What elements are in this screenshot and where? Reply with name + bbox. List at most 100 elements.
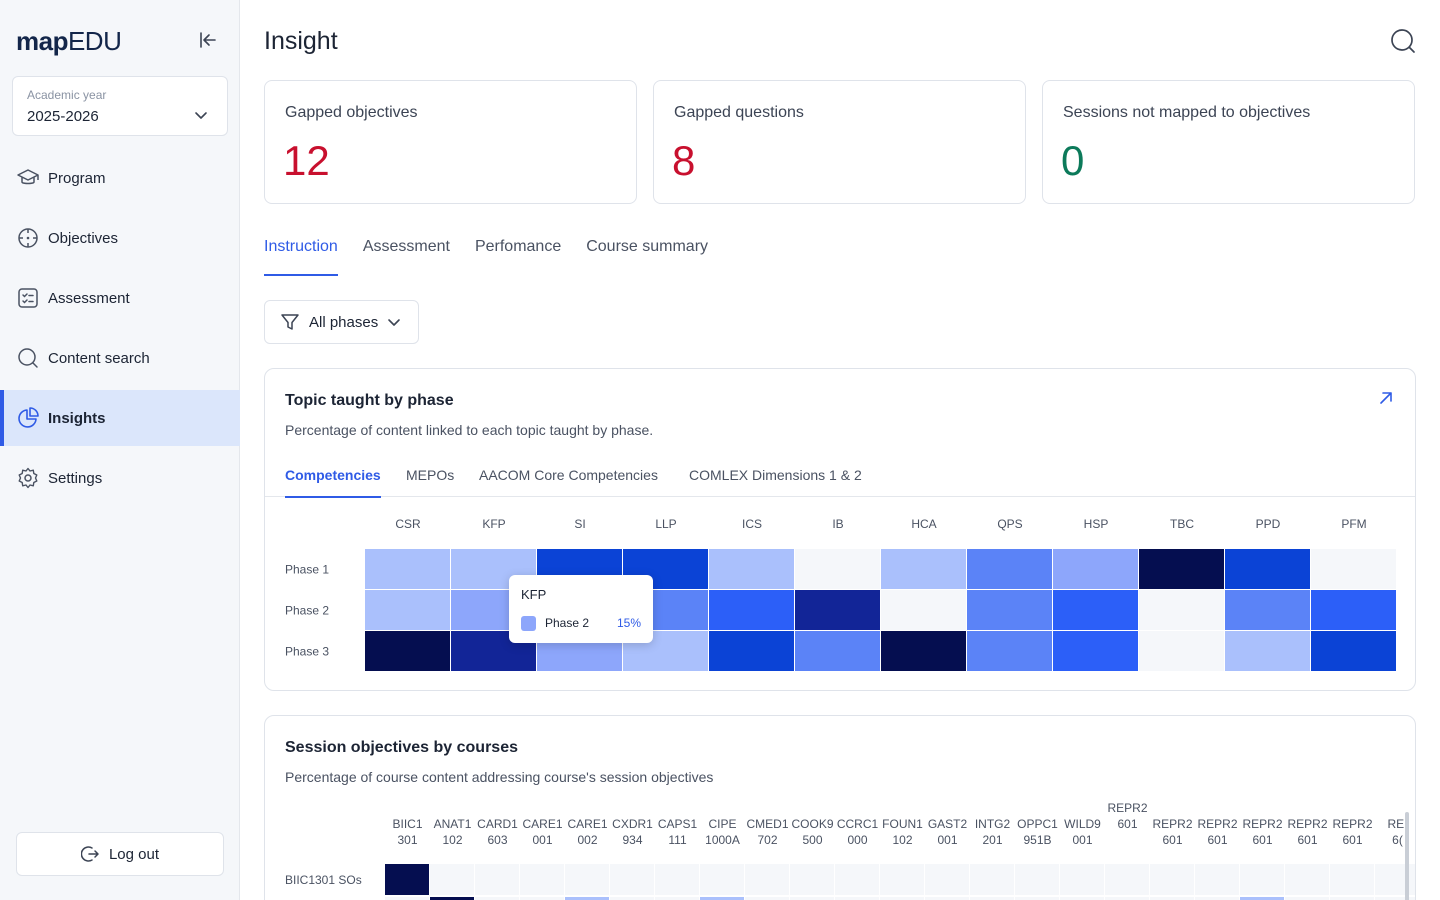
tab-performance[interactable]: Perfomance: [474, 238, 562, 255]
heatmap-cell[interactable]: [970, 864, 1014, 895]
tab-assessment[interactable]: Assessment: [362, 238, 450, 255]
heatmap-cell[interactable]: [700, 864, 744, 895]
heatmap-cell[interactable]: [475, 864, 519, 895]
heatmap-cell[interactable]: [1225, 549, 1310, 589]
heatmap-cell[interactable]: [430, 864, 474, 895]
collapse-sidebar-icon[interactable]: [196, 28, 220, 52]
heatmap-cell[interactable]: [610, 864, 654, 895]
heatmap-cell[interactable]: [1311, 631, 1396, 671]
heatmap-cell[interactable]: [880, 864, 924, 895]
heatmap-cell[interactable]: [365, 590, 450, 630]
heatmap-cell[interactable]: [1330, 864, 1374, 895]
heatmap-cell[interactable]: [1330, 897, 1374, 900]
heatmap-cell[interactable]: [1139, 631, 1224, 671]
heatmap-cell[interactable]: [1375, 864, 1416, 895]
heatmap-cell[interactable]: [365, 631, 450, 671]
heatmap-cell[interactable]: [925, 864, 969, 895]
app-logo[interactable]: mapEDU: [16, 26, 122, 57]
tab-course-summary[interactable]: Course summary: [586, 238, 709, 255]
heatmap-cell[interactable]: [1105, 864, 1149, 895]
heatmap-cell[interactable]: [709, 631, 794, 671]
heatmap-cell[interactable]: [1225, 590, 1310, 630]
vertical-scrollbar[interactable]: [1405, 812, 1409, 900]
expand-arrow-icon[interactable]: [1377, 389, 1395, 407]
heatmap-cell[interactable]: [790, 897, 834, 900]
heatmap-cell[interactable]: [565, 897, 609, 900]
heatmap-cell[interactable]: [1139, 590, 1224, 630]
heatmap-cell[interactable]: [795, 590, 880, 630]
heatmap-cell[interactable]: [1150, 897, 1194, 900]
heatmap-cell[interactable]: [430, 897, 474, 900]
sidebar-item-program[interactable]: Program: [0, 150, 240, 206]
heatmap-cell[interactable]: [967, 631, 1052, 671]
logout-button[interactable]: Log out: [16, 832, 224, 876]
heatmap-cell[interactable]: [1311, 590, 1396, 630]
heatmap-cell[interactable]: [700, 897, 744, 900]
stat-card-unmapped-sessions[interactable]: Sessions not mapped to objectives 0: [1042, 80, 1415, 204]
stat-card-gapped-questions[interactable]: Gapped questions 8: [653, 80, 1026, 204]
column-label: CARE1: [522, 817, 562, 831]
heatmap-cell[interactable]: [881, 631, 966, 671]
heatmap-cell[interactable]: [520, 897, 564, 900]
tab-instruction[interactable]: Instruction: [264, 238, 338, 276]
heatmap-cell[interactable]: [880, 897, 924, 900]
heatmap-cell[interactable]: [655, 864, 699, 895]
heatmap-cell[interactable]: [1105, 897, 1149, 900]
sidebar-item-objectives[interactable]: Objectives: [0, 210, 240, 266]
heatmap-cell[interactable]: [610, 897, 654, 900]
heatmap-cell[interactable]: [520, 864, 564, 895]
heatmap-cell[interactable]: [745, 864, 789, 895]
subtab-competencies[interactable]: Competencies: [285, 467, 381, 498]
heatmap-cell[interactable]: [1240, 897, 1284, 900]
sidebar-item-settings[interactable]: Settings: [0, 450, 240, 506]
heatmap-cell[interactable]: [790, 864, 834, 895]
heatmap-cell[interactable]: [1015, 897, 1059, 900]
heatmap-cell[interactable]: [385, 897, 429, 900]
heatmap-cell[interactable]: [745, 897, 789, 900]
heatmap-cell[interactable]: [1053, 590, 1138, 630]
heatmap-cell[interactable]: [1195, 897, 1239, 900]
heatmap-cell[interactable]: [795, 631, 880, 671]
sidebar-item-insights[interactable]: Insights: [0, 390, 240, 446]
heatmap-cell[interactable]: [1240, 864, 1284, 895]
subtab-mepos[interactable]: MEPOs: [406, 467, 455, 483]
heatmap-cell[interactable]: [795, 549, 880, 589]
heatmap-cell[interactable]: [1139, 549, 1224, 589]
phase-filter-dropdown[interactable]: All phases: [264, 300, 419, 344]
heatmap-cell[interactable]: [881, 549, 966, 589]
heatmap-cell[interactable]: [925, 897, 969, 900]
heatmap-cell[interactable]: [970, 897, 1014, 900]
heatmap-cell[interactable]: [385, 864, 429, 895]
heatmap-cell[interactable]: [967, 590, 1052, 630]
heatmap-cell[interactable]: [1015, 864, 1059, 895]
heatmap-cell[interactable]: [967, 549, 1052, 589]
academic-year-select[interactable]: Academic year 2025-2026: [12, 76, 228, 136]
heatmap-cell[interactable]: [655, 897, 699, 900]
heatmap-cell[interactable]: [1053, 549, 1138, 589]
heatmap-cell[interactable]: [1060, 897, 1104, 900]
heatmap-cell[interactable]: [365, 549, 450, 589]
column-label: 601: [1117, 817, 1137, 831]
heatmap-cell[interactable]: [1285, 864, 1329, 895]
heatmap-cell[interactable]: [1150, 864, 1194, 895]
sidebar-item-content-search[interactable]: Content search: [0, 330, 240, 386]
heatmap-cell[interactable]: [709, 590, 794, 630]
sidebar-item-assessment[interactable]: Assessment: [0, 270, 240, 326]
heatmap-cell[interactable]: [709, 549, 794, 589]
heatmap-cell[interactable]: [1060, 864, 1104, 895]
heatmap-cell[interactable]: [835, 864, 879, 895]
heatmap-cell[interactable]: [475, 897, 519, 900]
heatmap-cell[interactable]: [565, 864, 609, 895]
heatmap-cell[interactable]: [1285, 897, 1329, 900]
heatmap-cell[interactable]: [881, 590, 966, 630]
heatmap-cell[interactable]: [1053, 631, 1138, 671]
subtab-comlex[interactable]: COMLEX Dimensions 1 & 2: [689, 467, 862, 483]
search-icon[interactable]: [1390, 28, 1416, 54]
subtab-aacom[interactable]: AACOM Core Competencies: [479, 467, 658, 483]
heatmap-cell[interactable]: [1311, 549, 1396, 589]
heatmap-cell[interactable]: [835, 897, 879, 900]
stat-card-gapped-objectives[interactable]: Gapped objectives 12: [264, 80, 637, 204]
heatmap-cell[interactable]: [1195, 864, 1239, 895]
heatmap-cell[interactable]: [1225, 631, 1310, 671]
heatmap-cell[interactable]: [1375, 897, 1416, 900]
